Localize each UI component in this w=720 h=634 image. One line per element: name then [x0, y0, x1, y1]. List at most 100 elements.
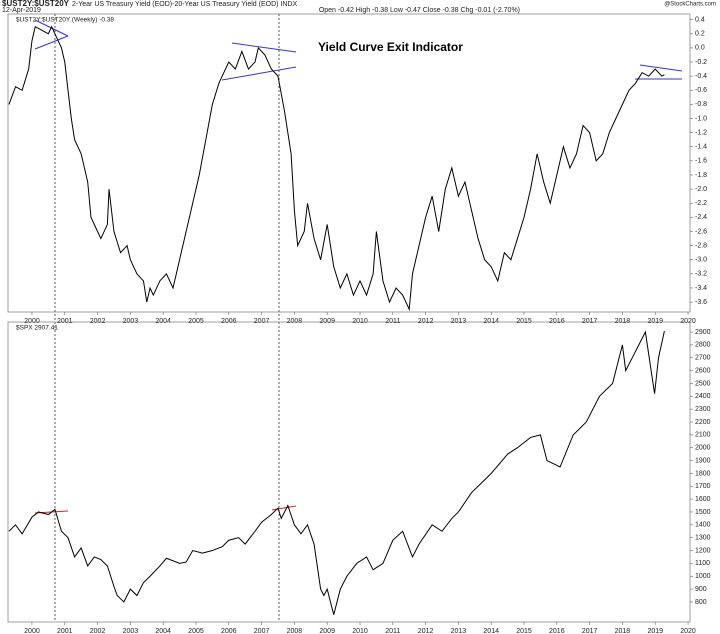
x-tick-label: 2010 — [352, 628, 368, 634]
plot-frame — [7, 321, 691, 623]
x-tick-label: 2013 — [451, 318, 467, 325]
y-tick-label: -1.6 — [695, 158, 707, 165]
legend-entry: $UST2Y:$UST20Y (Weekly) -0.38 — [16, 17, 114, 24]
x-tick-label: 2001 — [57, 318, 73, 325]
y-tick-label: 2900 — [695, 329, 711, 336]
x-tick-label: 2012 — [418, 318, 434, 325]
trendlines — [34, 19, 683, 81]
y-tick-label: -1.4 — [695, 144, 707, 151]
x-tick-label: 2009 — [319, 628, 335, 634]
y-tick-label: 2700 — [695, 355, 711, 362]
y-tick-label: 2400 — [695, 393, 711, 400]
x-tick-label: 2016 — [549, 628, 565, 634]
data-line — [8, 25, 665, 312]
x-tick-label: 2014 — [483, 318, 499, 325]
y-tick-label: 2200 — [695, 419, 711, 426]
trendline — [231, 42, 297, 53]
x-tick-label: 2005 — [188, 628, 204, 634]
x-tick-label: 2009 — [319, 318, 335, 325]
x-tick-label: 2003 — [123, 318, 139, 325]
x-tick-label: 2000 — [24, 628, 40, 634]
x-tick-label: 2003 — [123, 628, 139, 634]
y-tick-label: 800 — [695, 599, 707, 606]
y-tick-label: 2500 — [695, 380, 711, 387]
y-tick-label: 2100 — [695, 432, 711, 439]
x-tick-label: 2006 — [221, 628, 237, 634]
x-tick-label: 2008 — [287, 318, 303, 325]
y-tick-label: 2800 — [695, 342, 711, 349]
y-tick-label: -2.2 — [695, 200, 707, 207]
x-tick-label: 2004 — [155, 318, 171, 325]
annotation: Yield Curve Exit Indicator — [318, 40, 463, 54]
chart-title: $UST2Y:$UST20Y — [2, 0, 70, 8]
x-tick-label: 2016 — [549, 318, 565, 325]
y-tick-label: 0.0 — [695, 45, 705, 52]
y-tick-label: 2600 — [695, 367, 711, 374]
y-tick-label: 1400 — [695, 522, 711, 529]
y-tick-label: -1.0 — [695, 115, 707, 122]
y-tick-label: -3.2 — [695, 271, 707, 278]
x-tick-label: 2007 — [254, 628, 270, 634]
y-tick-label: -2.8 — [695, 242, 707, 249]
y-tick-label: 1300 — [695, 535, 711, 542]
y-tick-label: 1900 — [695, 457, 711, 464]
chart-date: 12-Apr-2019 — [2, 7, 41, 14]
trendline — [271, 505, 297, 511]
y-tick-label: -2.6 — [695, 228, 707, 235]
y-tick-label: -3.6 — [695, 299, 707, 306]
y-tick-label: 900 — [695, 586, 707, 593]
x-tick-label: 2007 — [254, 318, 270, 325]
y-tick-label: 0.2 — [695, 31, 705, 38]
x-tick-label: 2019 — [647, 628, 663, 634]
chart-subtitle: 2-Year US Treasury Yield (EOD)-20-Year U… — [72, 1, 297, 8]
y-tick-label: -0.8 — [695, 101, 707, 108]
x-tick-label: 2001 — [57, 628, 73, 634]
y-tick-label: -0.6 — [695, 87, 707, 94]
y-tick-label: -1.2 — [695, 129, 707, 136]
y-tick-label: 1500 — [695, 509, 711, 516]
x-tick-label: 2015 — [516, 628, 532, 634]
data-line — [8, 330, 665, 615]
y-tick-label: 0.4 — [695, 16, 705, 23]
y-tick-label: 2000 — [695, 445, 711, 452]
trendline — [221, 66, 297, 81]
x-tick-label: 2020 — [680, 318, 696, 325]
x-tick-label: 2012 — [418, 628, 434, 634]
dashed-lines — [54, 14, 280, 622]
y-tick-label: -2.4 — [695, 214, 707, 221]
x-tick-label: 2010 — [352, 318, 368, 325]
y-tick-label: -2.0 — [695, 186, 707, 193]
y-tick-label: 1000 — [695, 573, 711, 580]
x-tick-label: 2005 — [188, 318, 204, 325]
trendline — [639, 64, 683, 72]
x-tick-label: 2017 — [582, 318, 598, 325]
x-tick-label: 2018 — [615, 628, 631, 634]
legend-entry: $SPX 2907.41 — [16, 325, 58, 332]
trendline — [34, 35, 69, 50]
x-tick-label: 2017 — [582, 628, 598, 634]
x-tick-label: 2000 — [24, 318, 40, 325]
x-tick-label: 2002 — [90, 628, 106, 634]
red-lines — [34, 505, 297, 514]
x-tick-label: 2011 — [385, 318, 400, 325]
x-tick-label: 2019 — [647, 318, 663, 325]
x-tick-label: 2013 — [451, 628, 467, 634]
y-tick-label: -0.2 — [695, 59, 707, 66]
y-tick-label: -1.8 — [695, 172, 707, 179]
ohlc: Open -0.42 High -0.38 Low -0.47 Close -0… — [319, 7, 520, 14]
y-tick-label: 1700 — [695, 483, 711, 490]
y-tick-label: -3.0 — [695, 257, 707, 264]
x-tick-label: 2014 — [483, 628, 499, 634]
y-tick-label: -0.4 — [695, 73, 707, 80]
y-tick-label: 2300 — [695, 406, 711, 413]
source: @StockCharts.com — [664, 2, 716, 8]
x-tick-label: 2018 — [615, 318, 631, 325]
y-tick-label: 1800 — [695, 470, 711, 477]
plot-frame — [7, 13, 691, 313]
x-tick-label: 2011 — [385, 628, 400, 634]
y-tick-label: 1100 — [695, 560, 710, 567]
x-tick-label: 2008 — [287, 628, 303, 634]
x-tick-label: 2004 — [155, 628, 171, 634]
x-tick-label: 2015 — [516, 318, 532, 325]
